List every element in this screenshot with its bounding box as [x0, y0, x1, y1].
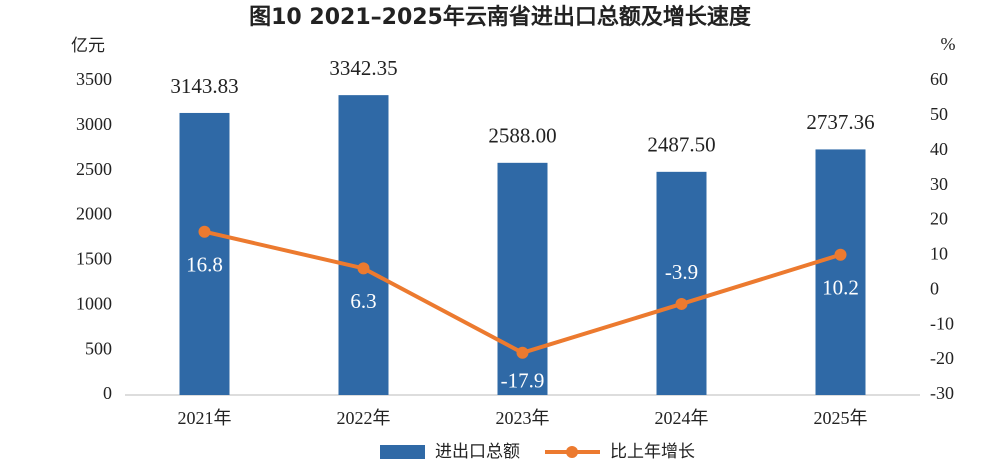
- line-marker: [834, 248, 847, 261]
- y-tick-label: 3500: [76, 69, 112, 89]
- bar: [497, 162, 548, 395]
- line-marker: [198, 225, 211, 238]
- x-tick-label: 2022年: [337, 408, 391, 428]
- legend-label: 进出口总额: [435, 442, 520, 462]
- line-marker: [516, 346, 529, 359]
- legend-swatch-marker: [566, 446, 578, 458]
- y2-tick-label: 30: [930, 174, 948, 194]
- line-marker: [357, 262, 370, 275]
- y-tick-label: 500: [85, 338, 112, 358]
- y2-tick-label: -30: [930, 383, 954, 403]
- y-tick-label: 1000: [76, 293, 112, 313]
- line-marker: [675, 297, 688, 310]
- y-tick-label: 2000: [76, 204, 112, 224]
- x-tick-label: 2021年: [178, 408, 232, 428]
- y2-axis-label: %: [941, 34, 956, 54]
- y-tick-label: 2500: [76, 159, 112, 179]
- y2-tick-label: 0: [930, 278, 939, 298]
- y-tick-label: 0: [103, 383, 112, 403]
- bar: [656, 171, 707, 395]
- chart-title: 图10 2021–2025年云南省进出口总额及增长速度: [249, 4, 752, 30]
- x-tick-label: 2023年: [496, 408, 550, 428]
- y-tick-label: 1500: [76, 249, 112, 269]
- y-axis-label: 亿元: [71, 36, 105, 56]
- y2-tick-label: 60: [930, 69, 948, 89]
- bar-value-label: 3342.35: [329, 56, 397, 80]
- bar: [338, 95, 389, 395]
- line-value-label: 10.2: [822, 276, 859, 300]
- line-value-label: -3.9: [665, 260, 698, 284]
- line-value-label: 6.3: [350, 289, 376, 313]
- bar-value-label: 2737.36: [806, 110, 874, 134]
- y2-tick-label: -10: [930, 313, 954, 333]
- line-value-label: -17.9: [501, 369, 545, 393]
- bar: [179, 112, 230, 395]
- bar-value-label: 2588.00: [488, 124, 556, 148]
- y2-tick-label: 20: [930, 209, 948, 229]
- y2-tick-label: 50: [930, 104, 948, 124]
- legend-swatch: [380, 445, 425, 459]
- bar-value-label: 3143.83: [170, 74, 238, 98]
- bar: [815, 149, 866, 395]
- legend-label: 比上年增长: [610, 442, 695, 462]
- y2-tick-label: 10: [930, 244, 948, 264]
- bar-value-label: 2487.50: [647, 133, 715, 157]
- y2-tick-label: -20: [930, 348, 954, 368]
- y-tick-label: 3000: [76, 114, 112, 134]
- line-value-label: 16.8: [186, 253, 223, 277]
- x-tick-label: 2025年: [814, 408, 868, 428]
- y2-tick-label: 40: [930, 139, 948, 159]
- x-tick-label: 2024年: [655, 408, 709, 428]
